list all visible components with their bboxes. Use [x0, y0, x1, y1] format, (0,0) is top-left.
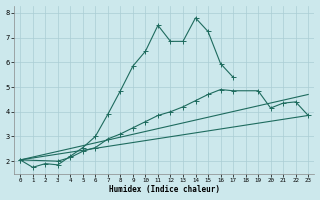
- X-axis label: Humidex (Indice chaleur): Humidex (Indice chaleur): [109, 185, 220, 194]
